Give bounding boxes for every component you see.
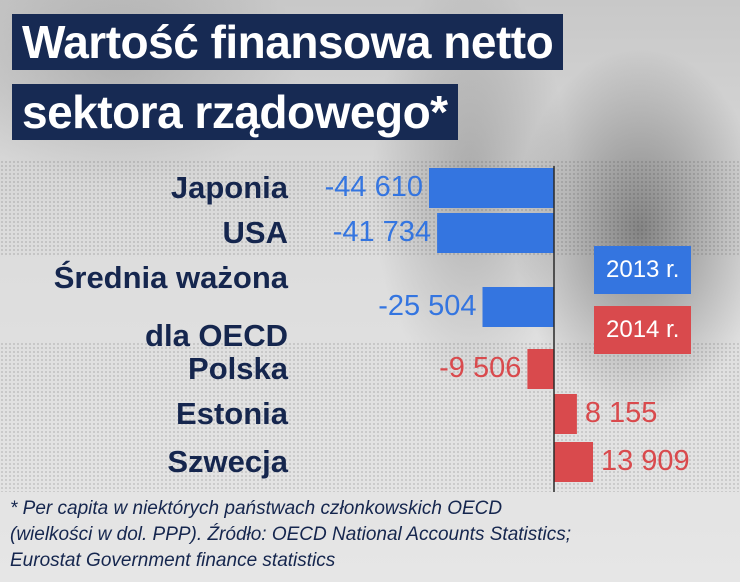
footnote-line-1: * Per capita w niektórych państwach czło… — [10, 498, 503, 519]
bar-0 — [429, 168, 554, 208]
legend-2014: 2014 r. — [594, 306, 692, 354]
category-label-3: Polska — [188, 351, 288, 386]
bar-2 — [482, 287, 554, 327]
chart-title-line-2: sektora rządowego* — [12, 84, 458, 140]
row-band-bottom — [0, 342, 740, 492]
category-label-0: Japonia — [170, 170, 288, 205]
value-label-2: -25 504 — [378, 290, 477, 322]
category-label-5: Szwecja — [167, 444, 288, 479]
chart-title-line-1: Wartość finansowa netto — [12, 14, 564, 70]
value-label-5: 13 909 — [600, 445, 690, 477]
category-label-2-line-1: Średnia ważona — [53, 260, 288, 295]
footnote-line-3: Eurostat Government finance statistics — [10, 550, 336, 571]
category-label-2-line-2: dla OECD — [145, 318, 288, 353]
bar-1 — [437, 213, 554, 253]
legend-2014-label: 2014 r. — [606, 316, 680, 343]
footnote: * Per capita w niektórych państwach czło… — [10, 496, 730, 574]
value-label-0: -44 610 — [324, 171, 423, 203]
bar-3 — [527, 349, 554, 389]
legend-2013-label: 2013 r. — [606, 256, 680, 283]
category-label-4: Estonia — [176, 396, 288, 431]
value-label-4: 8 155 — [584, 397, 658, 429]
category-label-1: USA — [222, 215, 288, 250]
legend-2013: 2013 r. — [594, 246, 692, 294]
value-label-3: -9 506 — [439, 352, 522, 384]
value-label-1: -41 734 — [332, 216, 432, 248]
footnote-line-2: (wielkości w dol. PPP). Źródło: OECD Nat… — [10, 524, 572, 545]
bar-4 — [554, 394, 577, 434]
row-band-top — [0, 160, 740, 256]
bar-5 — [554, 442, 593, 482]
